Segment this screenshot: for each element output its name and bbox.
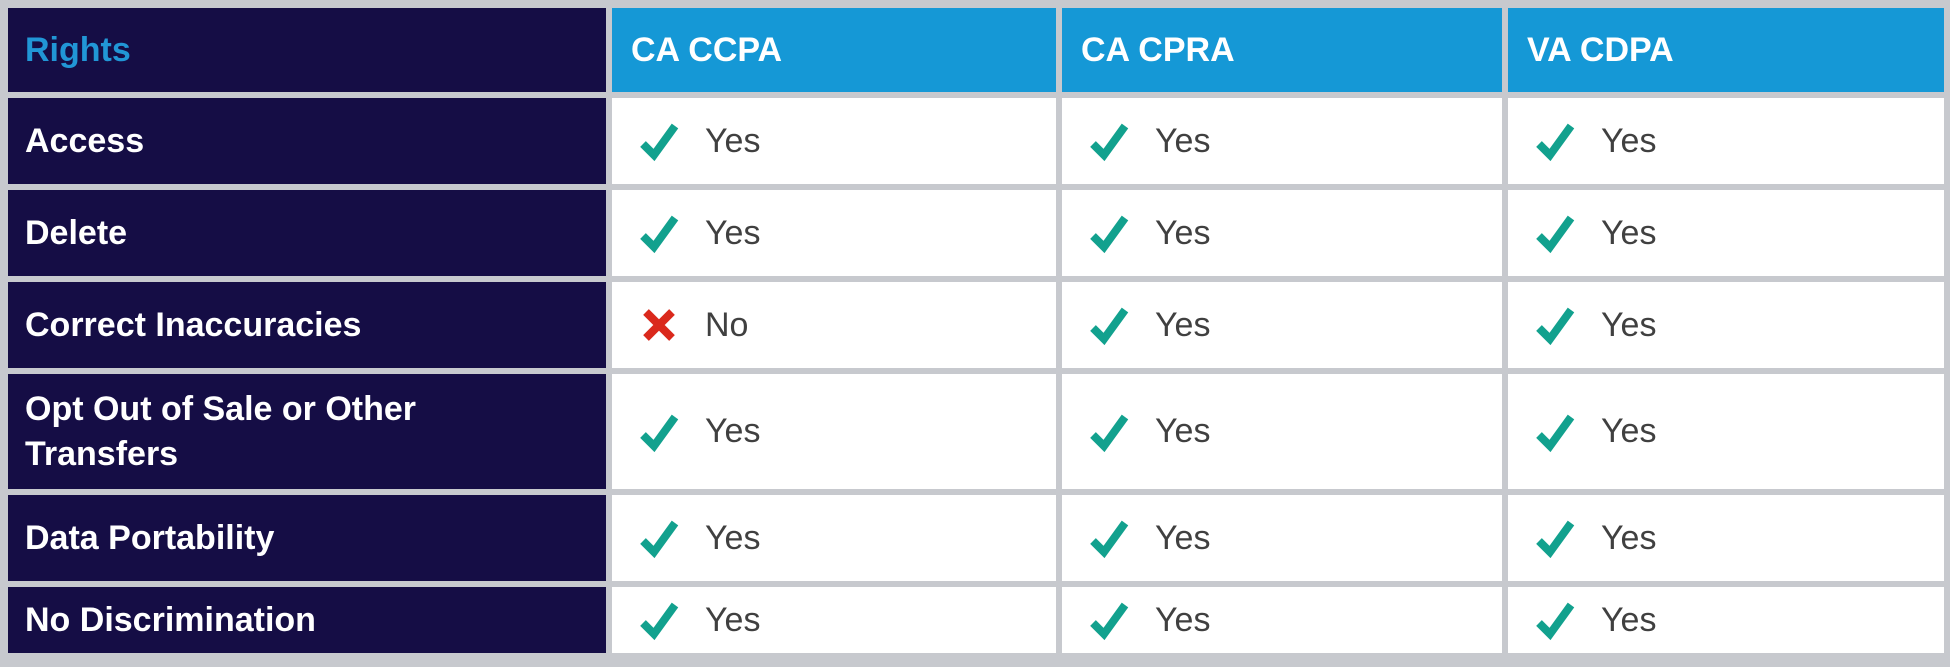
cell-value: Yes xyxy=(1155,213,1211,252)
row-label-delete: Delete xyxy=(8,190,606,276)
column-header-va-cdpa: VA CDPA xyxy=(1508,8,1944,92)
check-icon xyxy=(1087,410,1131,454)
cell-value: Yes xyxy=(705,518,761,557)
cell-value: No xyxy=(705,305,749,344)
cell-value: Yes xyxy=(1155,412,1211,450)
cell-value: Yes xyxy=(705,121,761,160)
cell-value: Yes xyxy=(1601,600,1657,639)
cell-value: Yes xyxy=(1155,121,1211,160)
check-icon xyxy=(1533,598,1577,642)
check-icon xyxy=(1087,211,1131,255)
row-label-data-portability: Data Portability xyxy=(8,495,606,581)
cell-value: Yes xyxy=(1155,518,1211,557)
table-cell: Yes xyxy=(612,587,1056,653)
check-icon xyxy=(637,410,681,454)
cell-value: Yes xyxy=(1155,600,1211,639)
row-label: Correct Inaccuracies xyxy=(25,305,362,344)
row-label: Data Portability xyxy=(25,518,275,557)
row-label: Delete xyxy=(25,213,128,252)
check-icon xyxy=(637,516,681,560)
table-cell: Yes xyxy=(612,190,1056,276)
table-cell: Yes xyxy=(1062,190,1502,276)
column-header-ca-cpra: CA CPRA xyxy=(1062,8,1502,92)
table-cell: Yes xyxy=(1062,495,1502,581)
row-label-no-discrimination: No Discrimination xyxy=(8,587,606,653)
corner-header-label: Rights xyxy=(25,30,131,69)
table-cell: Yes xyxy=(1508,495,1944,581)
check-icon xyxy=(1087,516,1131,560)
cell-value: Yes xyxy=(1601,213,1657,252)
table-cell: Yes xyxy=(612,374,1056,489)
table-cell: Yes xyxy=(1508,374,1944,489)
table-cell: Yes xyxy=(1062,98,1502,184)
check-icon xyxy=(1533,303,1577,347)
row-label: No Discrimination xyxy=(25,600,316,639)
column-header-label: CA CCPA xyxy=(631,30,783,69)
table-cell: Yes xyxy=(1062,374,1502,489)
row-label: Opt Out of Sale or Other Transfers xyxy=(25,389,417,473)
column-header-label: CA CPRA xyxy=(1081,30,1235,69)
table-cell: Yes xyxy=(1062,282,1502,368)
row-label-correct-inaccuracies: Correct Inaccuracies xyxy=(8,282,606,368)
cell-value: Yes xyxy=(705,213,761,252)
table-cell: Yes xyxy=(1508,190,1944,276)
column-header-ca-ccpa: CA CCPA xyxy=(612,8,1056,92)
cell-value: Yes xyxy=(1601,305,1657,344)
table-cell: Yes xyxy=(1508,98,1944,184)
table-cell: Yes xyxy=(1508,587,1944,653)
corner-header-rights: Rights xyxy=(8,8,606,92)
check-icon xyxy=(1087,598,1131,642)
check-icon xyxy=(1533,410,1577,454)
table-cell: Yes xyxy=(612,495,1056,581)
cell-value: Yes xyxy=(1155,305,1211,344)
table-cell: Yes xyxy=(612,98,1056,184)
cell-value: Yes xyxy=(705,412,761,450)
table-cell: Yes xyxy=(1062,587,1502,653)
cell-value: Yes xyxy=(1601,412,1657,450)
x-icon xyxy=(637,303,681,347)
column-header-label: VA CDPA xyxy=(1527,30,1674,69)
check-icon xyxy=(637,211,681,255)
table-cell: Yes xyxy=(1508,282,1944,368)
row-label-opt-out: Opt Out of Sale or Other Transfers xyxy=(8,374,606,489)
row-label-access: Access xyxy=(8,98,606,184)
check-icon xyxy=(1533,516,1577,560)
check-icon xyxy=(1533,119,1577,163)
check-icon xyxy=(637,119,681,163)
cell-value: Yes xyxy=(1601,121,1657,160)
row-label: Access xyxy=(25,121,145,160)
table-cell: No xyxy=(612,282,1056,368)
check-icon xyxy=(637,598,681,642)
check-icon xyxy=(1533,211,1577,255)
check-icon xyxy=(1087,119,1131,163)
cell-value: Yes xyxy=(1601,518,1657,557)
check-icon xyxy=(1087,303,1131,347)
cell-value: Yes xyxy=(705,600,761,639)
